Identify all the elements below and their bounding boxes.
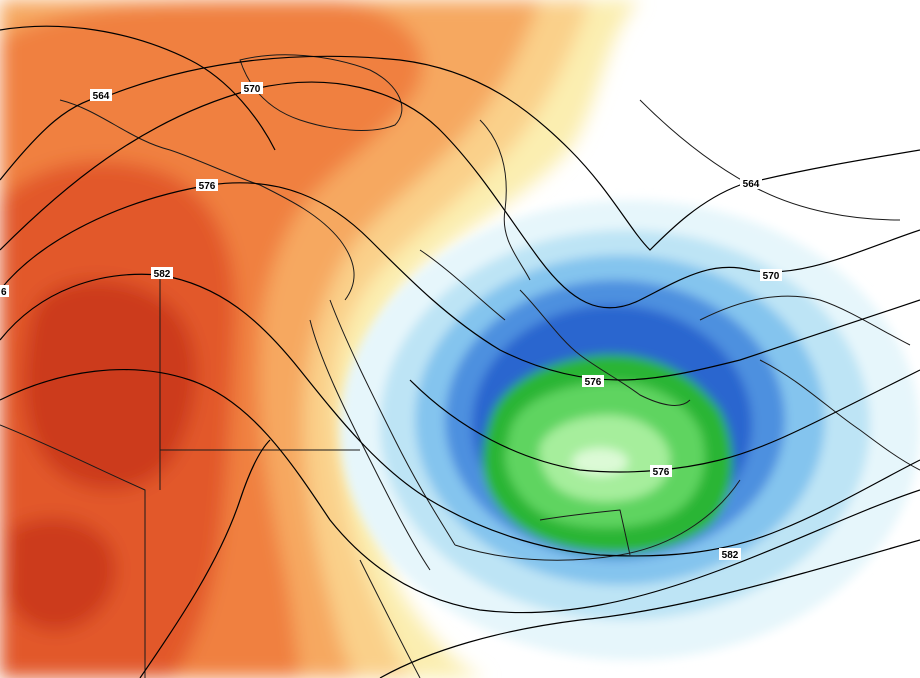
contour-570 (0, 81, 920, 309)
contour-label-582-west-text: 582 (154, 269, 171, 280)
contour-label-edge-west-text: 6 (1, 287, 7, 298)
ridge-dark-core (23, 280, 197, 490)
contour-label-564-northwest: 564 (90, 89, 112, 102)
contour-594 (379, 539, 920, 678)
contour-label-576-low-center: 576 (582, 375, 604, 388)
border-iran-iraq (419, 249, 506, 321)
border-afghanistan (699, 295, 911, 346)
contour-label-570-east-text: 570 (763, 271, 780, 282)
contour-label-576-low-south: 576 (650, 465, 672, 478)
coastline-red-sea (329, 299, 456, 546)
coastline-horn-africa (359, 559, 421, 678)
contour-label-564-northwest-text: 564 (93, 91, 110, 102)
contour-label-576-west-text: 576 (199, 181, 216, 192)
contour-labels: 564 570 576 582 564 570 576 576 (0, 82, 782, 561)
contour-588 (0, 369, 920, 614)
trough-core-center (572, 448, 628, 476)
contour-label-edge-west: 6 (0, 285, 9, 298)
trough-anomaly-shading (340, 200, 920, 660)
coastline-persian-gulf (519, 289, 691, 406)
contour-label-576-low-center-text: 576 (585, 377, 602, 388)
contour-label-582-southeast-text: 582 (722, 550, 739, 561)
contour-label-564-northeast-text: 564 (743, 179, 760, 190)
contour-576 (0, 182, 920, 381)
ridge-dark-south (8, 518, 116, 631)
contour-label-570-north: 570 (241, 82, 263, 95)
coastline-arabian-sea (454, 479, 741, 561)
contour-label-570-north-text: 570 (244, 84, 261, 95)
coastline-black-sea (239, 54, 403, 131)
contour-label-582-southeast: 582 (719, 548, 741, 561)
contour-label-582-west: 582 (151, 267, 173, 280)
contour-558 (0, 25, 276, 151)
border-algeria-libya (0, 424, 146, 678)
contour-588-south (139, 439, 271, 678)
contour-label-576-west: 576 (196, 179, 218, 192)
contour-label-576-low-south-text: 576 (653, 467, 670, 478)
border-saudi-yemen (539, 509, 631, 556)
contour-label-570-east: 570 (760, 269, 782, 282)
contour-576-inner (409, 369, 920, 473)
contour-label-564-northeast: 564 (740, 177, 762, 190)
coastline-red-sea-west (309, 319, 431, 571)
ridge-anomaly-shading (0, 0, 640, 678)
border-pakistan-india (759, 359, 920, 471)
border-central-asia (639, 99, 901, 221)
